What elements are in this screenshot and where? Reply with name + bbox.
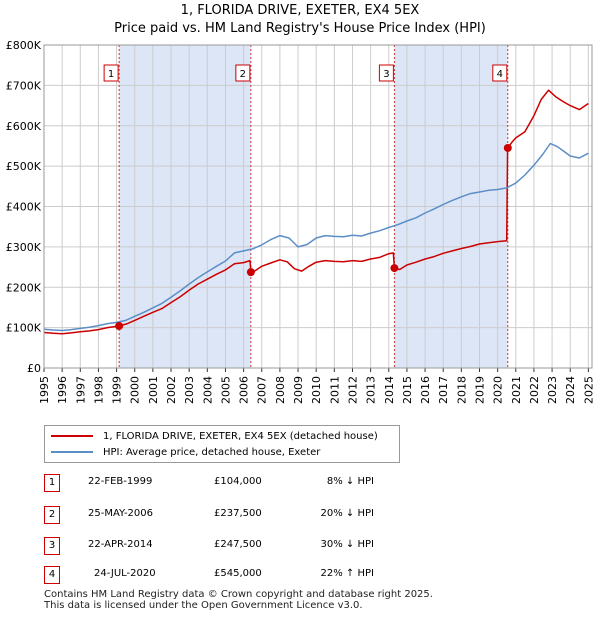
sale-number-badge: 2	[44, 506, 60, 524]
sale-marker-label: 3	[383, 69, 389, 80]
x-tick-label: 2019	[473, 376, 486, 404]
x-tick-label: 2021	[510, 376, 523, 404]
sale-point	[246, 268, 255, 277]
x-tick-label: 2022	[528, 376, 541, 404]
sale-marker-box	[492, 64, 508, 82]
sale-marker-box	[235, 64, 251, 82]
x-tick-label: 2012	[346, 376, 359, 404]
y-tick-label: £300K	[6, 241, 42, 254]
sale-hpi-diff: 20% ↓ HPI	[320, 508, 374, 519]
x-tick-label: 2016	[419, 376, 432, 404]
x-tick-label: 2007	[256, 376, 269, 404]
legend-label-property: 1, FLORIDA DRIVE, EXETER, EX4 5EX (detac…	[103, 430, 378, 442]
x-tick-label: 2008	[274, 376, 287, 404]
sale-marker-box	[378, 64, 394, 82]
x-tick-label: 2009	[292, 376, 305, 404]
sale-number-badge: 4	[44, 566, 60, 584]
x-tick-label: 2025	[582, 376, 595, 404]
sale-point	[115, 322, 124, 331]
y-tick-label: £500K	[6, 160, 42, 173]
chart-title-line2: Price paid vs. HM Land Registry's House …	[114, 21, 486, 36]
sale-number-badge: 1	[44, 474, 60, 492]
footer-attribution: Contains HM Land Registry data © Crown c…	[44, 589, 433, 611]
series-line-property	[43, 89, 589, 335]
x-tick-label: 1995	[38, 376, 51, 404]
x-tick-label: 2001	[147, 376, 160, 404]
price-chart: 1 2 3 4 £0 £100K £200K £300K £400K £500K £600K £70…	[6, 39, 596, 404]
y-tick-label: £200K	[6, 281, 42, 294]
x-tick-label: 2017	[437, 376, 450, 404]
sale-price: £545,000	[214, 568, 262, 579]
legend-item-property: 1, FLORIDA DRIVE, EXETER, EX4 5EX (detac…	[51, 428, 378, 444]
series-line-hpi	[43, 142, 589, 332]
chart-legend: 1, FLORIDA DRIVE, EXETER, EX4 5EX (detac…	[44, 425, 400, 463]
x-tick-label: 1998	[92, 376, 105, 404]
x-tick-label: 2005	[219, 376, 232, 404]
sale-date: 22-FEB-1999	[88, 476, 153, 487]
sale-number-badge: 3	[44, 537, 60, 555]
sale-marker-label: 2	[240, 69, 246, 80]
sale-hpi-diff: 22% ↑ HPI	[320, 568, 374, 579]
x-tick-label: 2004	[201, 376, 214, 404]
y-tick-label: £0	[27, 362, 41, 375]
x-tick-label: 2024	[564, 376, 577, 404]
x-tick-label: 2015	[401, 376, 414, 404]
sale-hpi-diff: 8% ↓ HPI	[326, 476, 374, 487]
sale-date: 22-APR-2014	[88, 539, 153, 550]
sale-marker-label: 4	[497, 69, 503, 80]
legend-label-hpi: HPI: Average price, detached house, Exet…	[103, 446, 321, 458]
y-tick-label: £800K	[6, 39, 42, 52]
legend-item-hpi: HPI: Average price, detached house, Exet…	[51, 444, 320, 460]
sale-price: £104,000	[214, 476, 262, 487]
x-tick-label: 2020	[492, 376, 505, 404]
sale-point	[390, 264, 399, 273]
sale-price: £247,500	[214, 539, 262, 550]
chart-title-line1: 1, FLORIDA DRIVE, EXETER, EX4 5EX	[180, 3, 420, 18]
sale-marker-box	[103, 64, 119, 82]
y-tick-label: £600K	[6, 120, 42, 133]
x-tick-label: 2003	[183, 376, 196, 404]
x-tick-label: 2023	[546, 376, 559, 404]
x-tick-label: 2018	[455, 376, 468, 404]
sale-date: 25-MAY-2006	[88, 508, 154, 519]
x-tick-label: 1996	[56, 376, 69, 404]
x-tick-label: 2011	[328, 376, 341, 404]
x-tick-label: 2000	[129, 376, 142, 404]
y-tick-label: £400K	[6, 201, 42, 214]
x-tick-label: 2002	[165, 376, 178, 404]
y-tick-label: £100K	[6, 322, 42, 335]
x-tick-label: 1999	[111, 376, 124, 404]
x-tick-label: 1997	[74, 376, 87, 404]
footer-line1: Contains HM Land Registry data © Crown c…	[44, 589, 433, 600]
x-tick-label: 2014	[383, 376, 396, 404]
x-tick-label: 2013	[365, 376, 378, 404]
sale-point	[503, 143, 512, 152]
x-tick-label: 2010	[310, 376, 323, 404]
legend-swatch-property	[51, 435, 93, 437]
sale-date: 24-JUL-2020	[94, 568, 156, 579]
plot-border	[43, 44, 593, 369]
sale-hpi-diff: 30% ↓ HPI	[320, 539, 374, 550]
x-tick-label: 2006	[238, 376, 251, 404]
y-tick-label: £700K	[6, 79, 42, 92]
sale-price: £237,500	[214, 508, 262, 519]
footer-line2: This data is licensed under the Open Gov…	[44, 600, 363, 611]
sale-marker-label: 1	[108, 69, 114, 80]
legend-swatch-hpi	[51, 451, 93, 453]
